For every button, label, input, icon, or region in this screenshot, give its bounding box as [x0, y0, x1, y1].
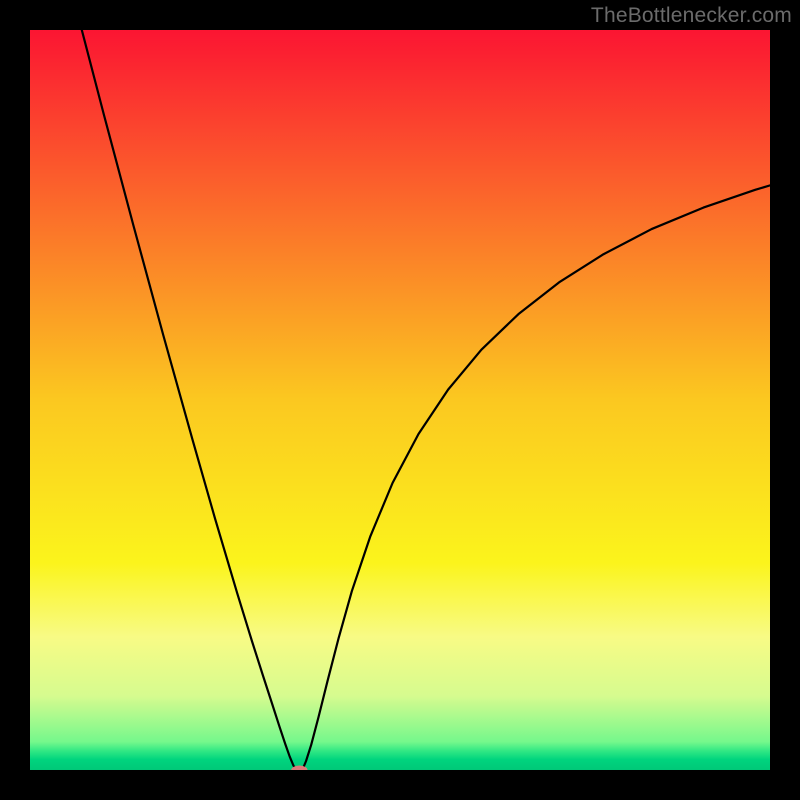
- watermark-text: TheBottlenecker.com: [591, 4, 792, 28]
- bottleneck-chart: [30, 30, 770, 770]
- chart-svg: [30, 30, 770, 770]
- chart-frame: TheBottlenecker.com: [0, 0, 800, 800]
- chart-background: [30, 30, 770, 770]
